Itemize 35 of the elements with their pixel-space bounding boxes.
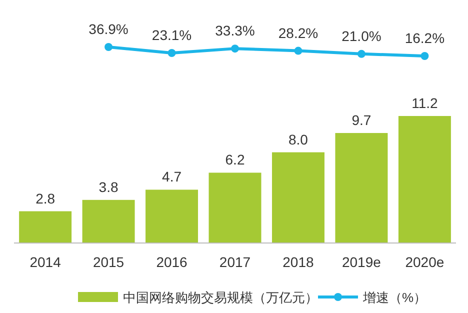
point — [168, 49, 176, 57]
data-label: 23.1% — [152, 27, 192, 43]
data-label: 21.0% — [342, 28, 382, 44]
x-tick-label: 2015 — [92, 254, 124, 270]
data-label: 3.8 — [98, 178, 118, 195]
legend-label: 中国网络购物交易规模（万亿元） — [123, 290, 318, 305]
x-tick-label: 2016 — [156, 254, 188, 270]
point — [294, 46, 302, 55]
data-label: 16.2% — [404, 30, 445, 46]
x-tick-label: 2017 — [219, 254, 251, 270]
point — [231, 44, 239, 53]
data-label: 2.8 — [36, 190, 56, 206]
data-label: 8.0 — [288, 131, 308, 148]
point — [420, 52, 429, 60]
bar — [208, 172, 262, 243]
point — [104, 43, 113, 51]
data-label: 9.7 — [352, 112, 372, 128]
bar — [19, 211, 72, 243]
bar — [272, 152, 324, 243]
bar — [398, 116, 451, 243]
bar — [146, 190, 198, 243]
x-tick-label: 2018 — [282, 254, 314, 270]
data-label: 28.2% — [278, 24, 318, 41]
x-tick-label: 2020e — [405, 254, 444, 270]
bar — [335, 133, 388, 243]
data-label: 33.3% — [215, 22, 255, 39]
data-label: 4.7 — [162, 168, 182, 185]
x-tick-label: 2014 — [30, 254, 62, 270]
data-label: 11.2 — [412, 95, 438, 111]
x-tick-label: 2019e — [342, 254, 382, 270]
data-label: 36.9% — [88, 21, 128, 37]
legend-label: 增速（%） — [362, 290, 427, 305]
data-label: 6.2 — [225, 152, 245, 168]
point — [357, 50, 366, 58]
bar — [82, 200, 135, 243]
